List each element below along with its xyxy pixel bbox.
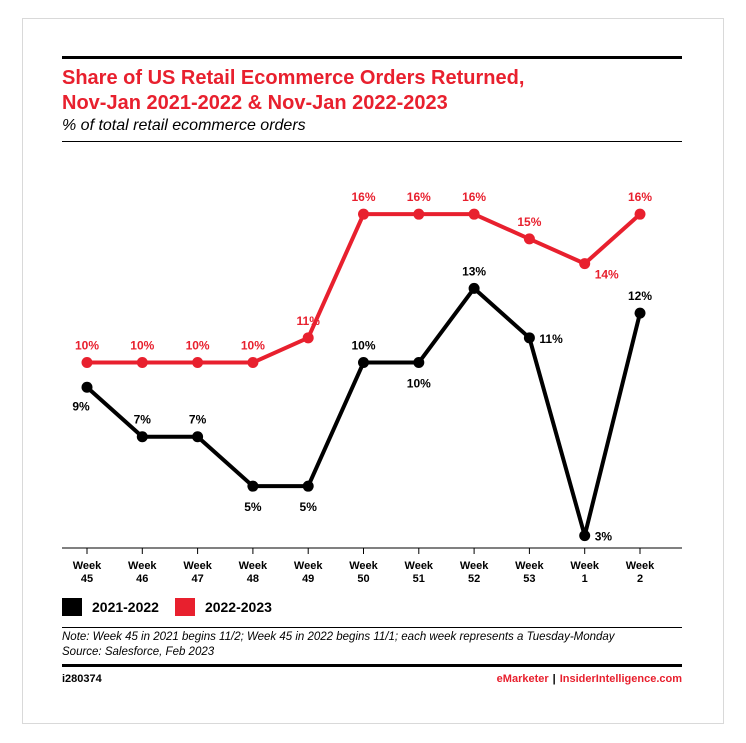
x-tick-label: 50 bbox=[357, 573, 369, 585]
x-tick-label: 51 bbox=[413, 573, 425, 585]
data-label: 10% bbox=[241, 339, 265, 353]
data-point bbox=[634, 307, 646, 319]
series-line-2021-2022 bbox=[85, 286, 642, 538]
x-tick-label: 49 bbox=[302, 573, 314, 585]
data-point bbox=[192, 431, 204, 443]
line-chart: Week45Week46Week47Week48Week49Week50Week… bbox=[62, 190, 682, 585]
data-point bbox=[634, 208, 646, 220]
data-label: 7% bbox=[189, 413, 207, 427]
data-label: 16% bbox=[628, 190, 652, 204]
x-tick-label: Week bbox=[183, 560, 212, 572]
data-point bbox=[302, 480, 314, 492]
data-label: 11% bbox=[297, 314, 321, 328]
x-tick-label: Week bbox=[294, 560, 323, 572]
legend: 2021-2022 2022-2023 bbox=[62, 598, 288, 616]
data-point bbox=[523, 233, 535, 245]
note-text: Note: Week 45 in 2021 begins 11/2; Week … bbox=[62, 631, 615, 643]
x-tick-label: 47 bbox=[191, 573, 203, 585]
footnotes: Note: Week 45 in 2021 begins 11/2; Week … bbox=[62, 630, 682, 660]
data-label: 10% bbox=[407, 377, 431, 391]
legend-label-2021-2022: 2021-2022 bbox=[92, 599, 159, 615]
x-tick-label: 2 bbox=[637, 573, 643, 585]
data-label: 5% bbox=[244, 500, 262, 514]
bottom-rule bbox=[62, 664, 682, 667]
data-point bbox=[579, 530, 591, 542]
brand-insiderintelligence[interactable]: InsiderIntelligence.com bbox=[559, 673, 682, 685]
data-point bbox=[192, 357, 204, 369]
data-point bbox=[247, 357, 259, 369]
data-point bbox=[358, 357, 369, 369]
data-label: 10% bbox=[130, 339, 154, 353]
chart-title-line2: Nov-Jan 2021-2022 & Nov-Jan 2022-2023 bbox=[62, 92, 448, 114]
data-point bbox=[468, 282, 480, 294]
legend-swatch-2021-2022 bbox=[62, 598, 82, 616]
chart-id: i280374 bbox=[62, 673, 102, 685]
legend-swatch-2022-2023 bbox=[174, 598, 195, 616]
top-rule bbox=[62, 56, 682, 59]
x-tick-label: Week bbox=[128, 560, 157, 572]
data-label: 9% bbox=[72, 399, 90, 413]
data-point bbox=[81, 381, 93, 393]
data-point bbox=[413, 357, 425, 369]
legend-label-2022-2023: 2022-2023 bbox=[204, 599, 272, 615]
chart-title-line1: Share of US Retail Ecommerce Orders Retu… bbox=[62, 67, 525, 89]
data-point bbox=[413, 208, 425, 220]
x-tick-label: Week bbox=[349, 560, 378, 572]
data-label: 11% bbox=[539, 332, 563, 346]
x-tick-label: 1 bbox=[582, 573, 588, 585]
x-tick-label: 48 bbox=[247, 573, 259, 585]
data-label: 16% bbox=[351, 190, 375, 204]
legend-item-2021-2022: 2021-2022 bbox=[62, 598, 159, 616]
data-label: 10% bbox=[351, 339, 375, 353]
brand-separator: | bbox=[552, 673, 556, 685]
data-point bbox=[523, 332, 535, 344]
x-tick-label: Week bbox=[73, 560, 102, 572]
data-label: 12% bbox=[628, 289, 652, 303]
x-tick-label: Week bbox=[460, 560, 489, 572]
brand[interactable]: eMarketer | InsiderIntelligence.com bbox=[497, 673, 682, 685]
x-tick-label: 52 bbox=[468, 573, 480, 585]
brand-emarketer[interactable]: eMarketer bbox=[496, 673, 549, 685]
chart-subtitle: % of total retail ecommerce orders bbox=[62, 117, 306, 134]
chart-frame bbox=[22, 18, 724, 724]
data-point bbox=[358, 208, 369, 220]
subtitle-rule bbox=[62, 141, 682, 142]
x-tick-label: Week bbox=[405, 560, 434, 572]
x-tick-label: Week bbox=[626, 560, 655, 572]
data-point bbox=[579, 258, 591, 270]
data-label: 16% bbox=[407, 190, 431, 204]
data-label: 3% bbox=[595, 530, 613, 544]
x-tick-label: 46 bbox=[136, 573, 148, 585]
x-tick-label: 53 bbox=[523, 573, 535, 585]
legend-item-2022-2023: 2022-2023 bbox=[174, 598, 272, 616]
x-tick-label: Week bbox=[570, 560, 599, 572]
data-point bbox=[247, 480, 259, 492]
data-label: 10% bbox=[75, 339, 99, 353]
data-point bbox=[468, 208, 480, 220]
data-label: 7% bbox=[134, 413, 152, 427]
data-label: 15% bbox=[517, 215, 541, 229]
data-label: 5% bbox=[300, 500, 318, 514]
data-label: 13% bbox=[462, 264, 486, 278]
notes-rule bbox=[62, 627, 682, 628]
x-tick-label: Week bbox=[515, 560, 544, 572]
data-label: 16% bbox=[462, 190, 486, 204]
x-tick-label: 45 bbox=[81, 573, 93, 585]
x-tick-label: Week bbox=[239, 560, 268, 572]
data-label: 10% bbox=[186, 339, 210, 353]
data-label: 14% bbox=[595, 268, 619, 282]
source-text: Source: Salesforce, Feb 2023 bbox=[62, 646, 215, 658]
data-point bbox=[136, 357, 148, 369]
data-point bbox=[81, 357, 93, 369]
chart-title: Share of US Retail Ecommerce Orders Retu… bbox=[62, 66, 682, 116]
data-point bbox=[136, 431, 148, 443]
data-point bbox=[302, 332, 314, 344]
